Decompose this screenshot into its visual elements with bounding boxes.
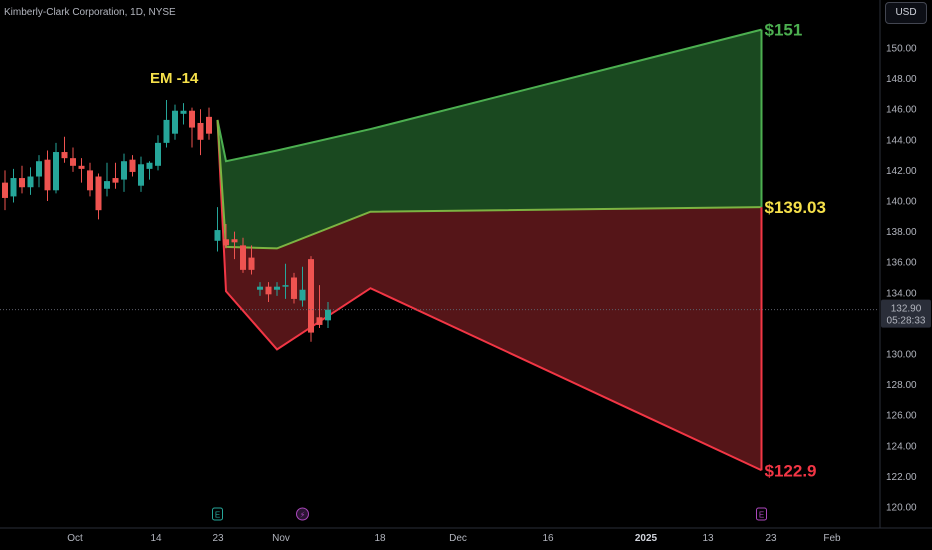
candle-body [316,317,323,325]
y-tick-label: 142.00 [886,166,917,177]
earnings-marker-box [212,507,223,521]
y-tick-label: 126.00 [886,411,917,422]
lower-band-line [216,119,762,472]
candle-body [325,309,331,321]
candle-body [163,119,170,143]
candle-body [265,286,272,295]
y-tick-label: 128.00 [886,380,917,391]
y-tick-label: 144.00 [886,135,917,146]
candle-body [87,170,93,191]
candle-body [257,286,263,290]
candle-body [53,152,59,191]
candlesticks [2,100,331,342]
candle-body [2,182,8,198]
dividend-event-icon: ⚡ [296,507,309,521]
candle-body [214,230,221,241]
y-tick-label: 136.00 [886,258,917,269]
candle-body [61,152,68,159]
candle-body [138,164,144,186]
candle-body [19,178,25,188]
earnings-marker-label: E [215,511,220,520]
currency-selector[interactable]: USD [885,2,927,24]
candle-body [282,285,289,287]
level-label: $122.9 [765,461,817,480]
level-label: $139.03 [765,198,826,217]
candle-body [104,181,110,189]
candle-body [112,178,119,183]
candle-body [206,116,212,134]
y-tick-label: 130.00 [886,350,917,361]
y-tick-label: 150.00 [886,44,917,55]
candle-body [189,110,195,128]
y-tick-label: 122.00 [886,472,917,483]
y-tick-label: 146.00 [886,105,917,116]
candle-body [291,277,297,299]
level-label: $151 [765,21,803,40]
candle-body [27,176,34,188]
y-tick-label: 134.00 [886,288,917,299]
current-price-countdown: 05:28:33 [887,316,926,327]
candle-body [299,289,306,301]
candle-body [44,159,51,191]
candle-body [155,142,161,166]
x-tick-label: 23 [212,533,224,544]
y-tick-label: 148.00 [886,74,917,85]
x-tick-label: 16 [542,533,554,544]
candle-body [197,122,204,140]
upper-band-line [216,28,762,163]
candle-body [172,110,178,134]
symbol-title: Kimberly-Clark Corporation, 1D, NYSE [4,7,176,18]
x-tick-label: 18 [374,533,386,544]
earnings-marker-box [756,507,767,521]
candle-body [70,158,76,166]
candle-body [231,239,238,243]
current-price-value: 132.90 [891,304,922,315]
candle-body [78,165,85,169]
x-tick-label: 13 [702,533,714,544]
dividend-marker-label: ⚡ [300,511,306,520]
x-tick-label: 14 [150,533,162,544]
x-tick-label: 2025 [635,533,658,544]
upper-band-area [217,29,762,249]
dividend-marker-circle [296,507,309,521]
x-tick-label: Dec [449,533,467,544]
candle-body [95,176,102,211]
expected-move-bands [216,28,763,472]
candle-body [248,257,255,270]
earnings-event-icon: E [756,507,767,521]
expected-move-label: EM -14 [150,70,199,87]
chart-annotations: EM -14 $151 $139.03 $122.9 [150,21,826,481]
median-line [216,119,762,250]
candle-body [308,259,314,333]
candle-body [121,161,127,180]
y-tick-label: 138.00 [886,227,917,238]
current-price-tag [881,299,931,328]
candle-body [129,159,136,172]
earnings-event-icon: E [212,507,223,521]
candle-body [146,162,153,169]
y-tick-label: 140.00 [886,197,917,208]
candle-body [223,239,229,246]
candle-body [240,245,246,270]
y-tick-label: 124.00 [886,441,917,452]
x-tick-label: Oct [67,533,83,544]
x-tick-label: 23 [765,533,777,544]
candle-body [274,286,280,290]
x-tick-label: Nov [272,533,290,544]
candle-body [180,110,187,114]
candle-body [10,178,17,197]
x-tick-label: Feb [823,533,841,544]
lower-band-area [217,119,762,471]
earnings-marker-label: E [759,511,764,520]
candle-body [36,161,42,177]
y-tick-label: 120.00 [886,503,917,514]
